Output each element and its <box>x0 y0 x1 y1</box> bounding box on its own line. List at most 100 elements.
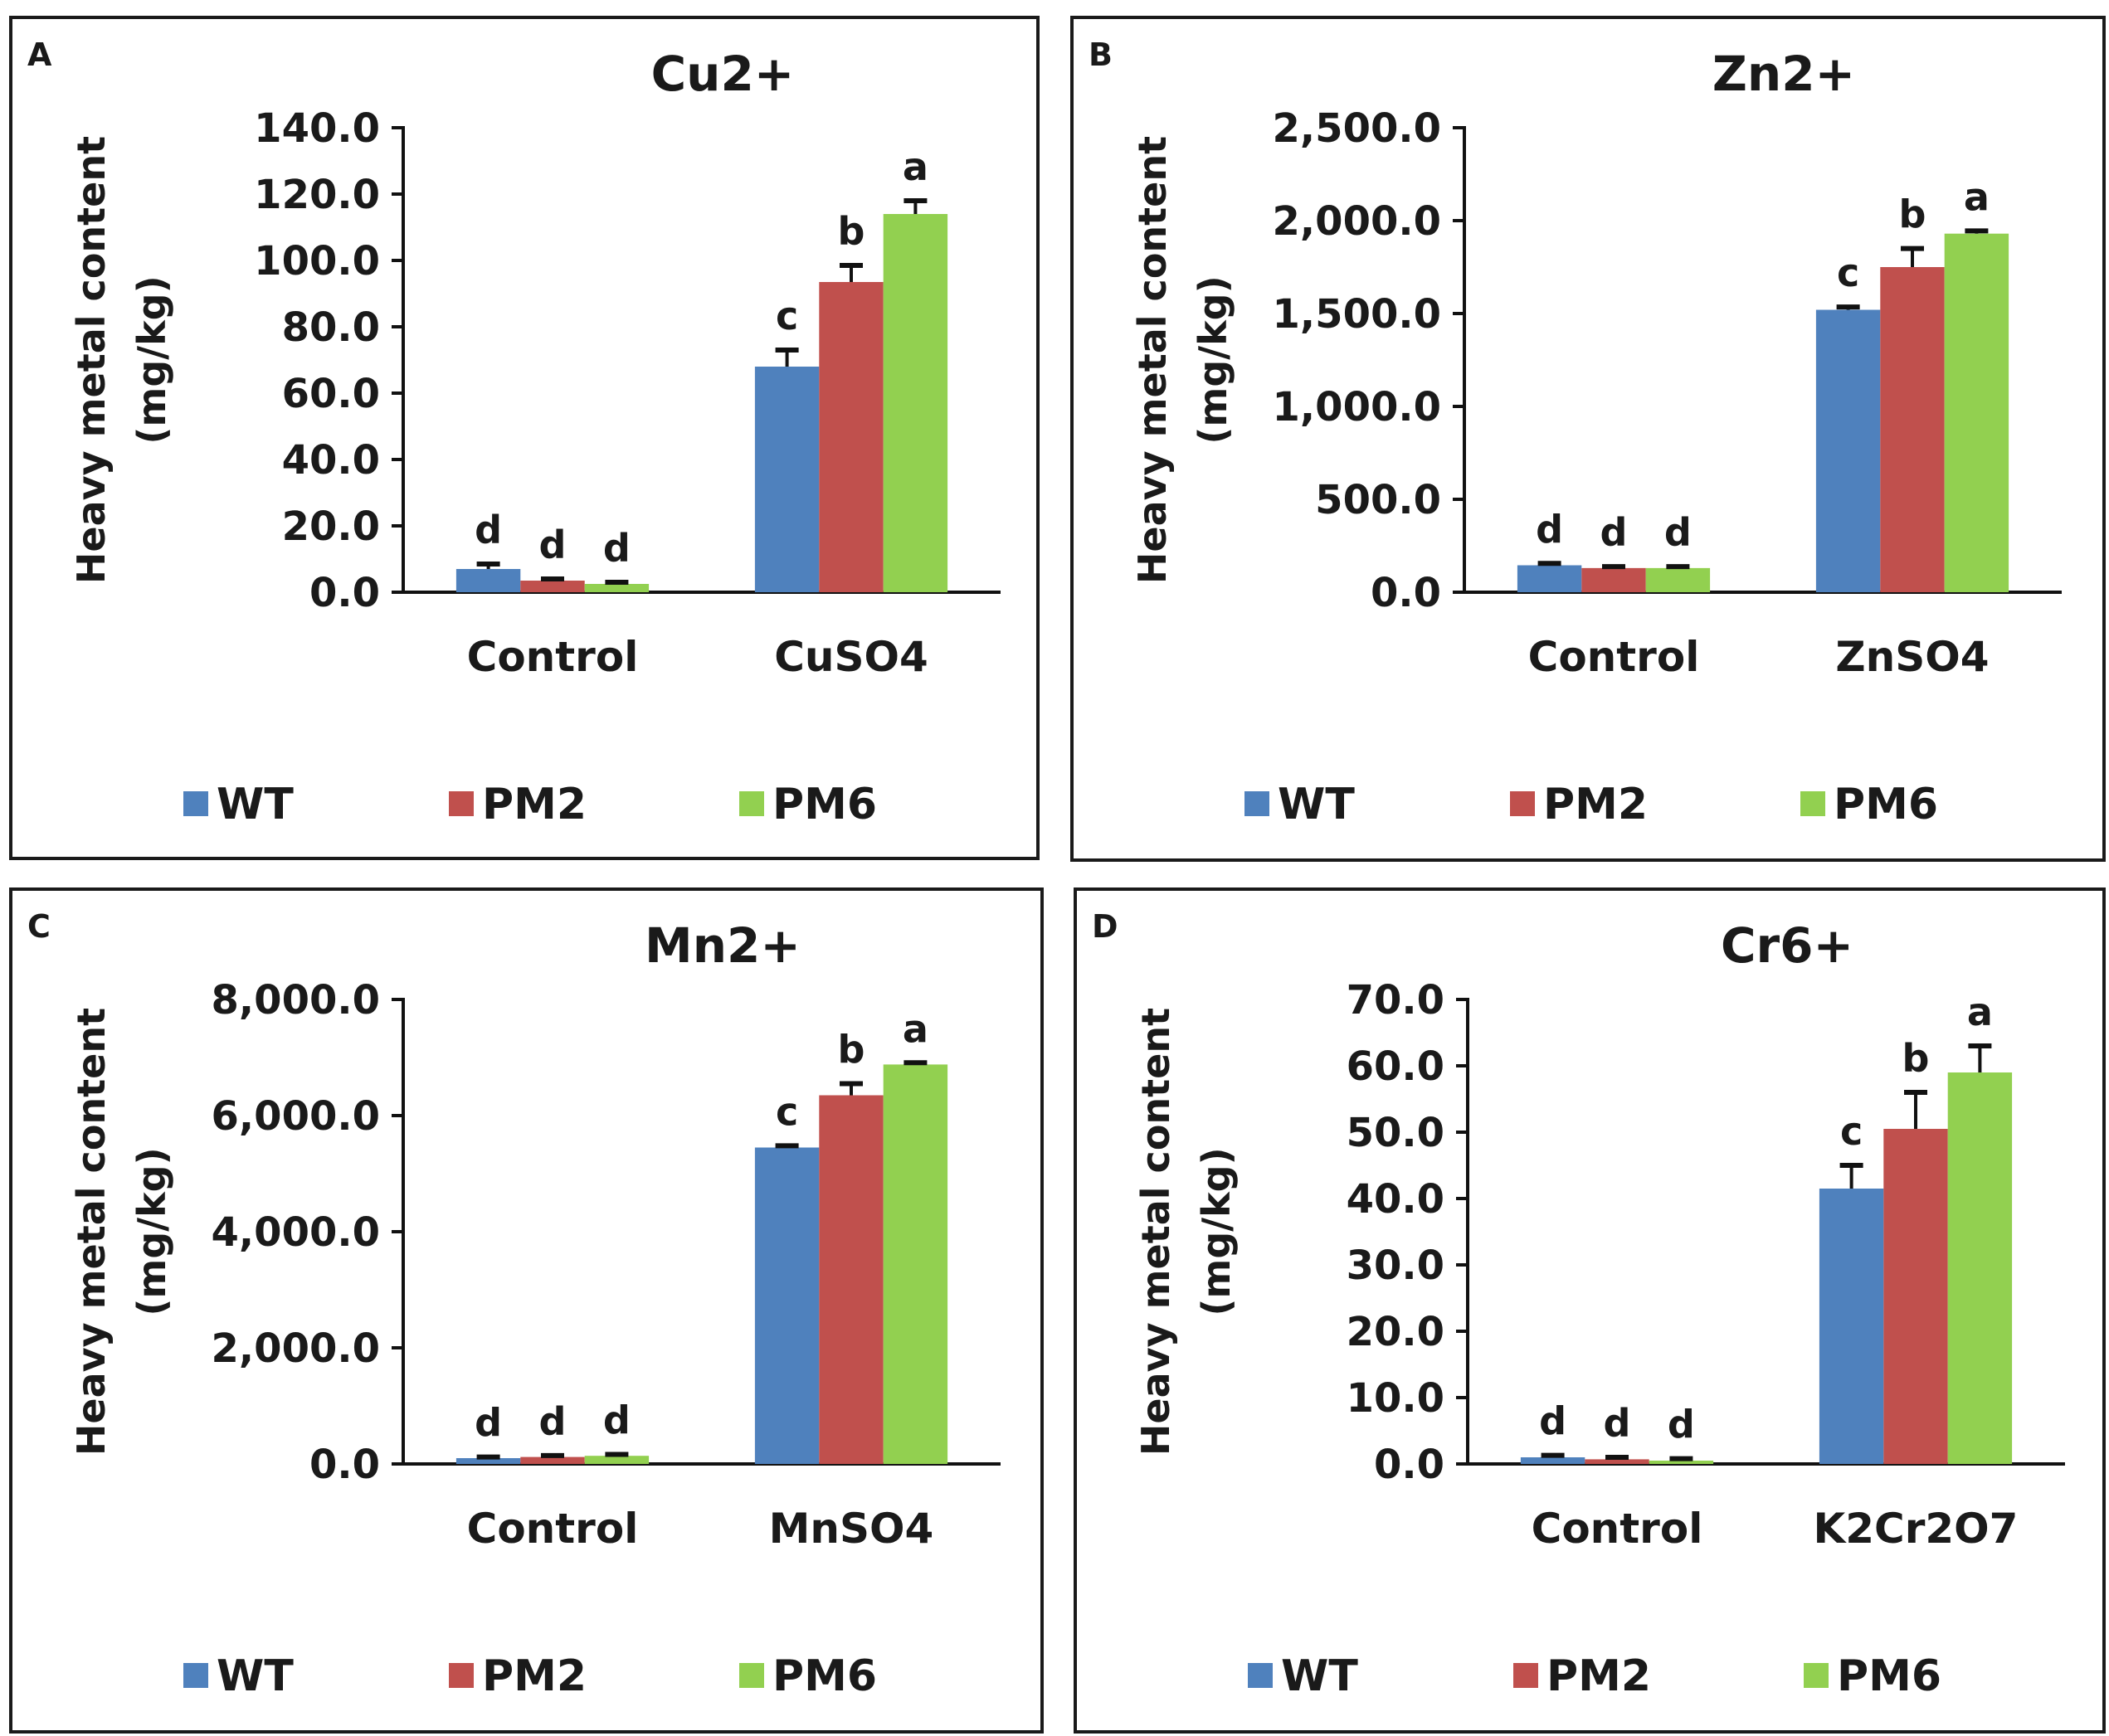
y-tick-label: 8,000.0 <box>212 977 380 1024</box>
significance-letter: b <box>838 1028 865 1072</box>
significance-letter: d <box>539 1399 567 1444</box>
y-tick-label: 2,000.0 <box>212 1325 380 1372</box>
chart-svg: B Zn2+ Heavy metal content (mg/kg) 0.0 500.0 1… <box>1089 36 2062 829</box>
bar-pm6 <box>1947 1072 2013 1464</box>
y-axis-label-units: (mg/kg) <box>1191 275 1235 444</box>
y-tick-label: 60.0 <box>282 371 380 417</box>
legend-label: PM2 <box>482 1651 587 1701</box>
legend-label: WT <box>217 1651 294 1701</box>
bar-wt <box>754 1147 820 1464</box>
legend-swatch-pm2 <box>449 791 474 816</box>
legend-label: WT <box>1281 1651 1358 1701</box>
legend-label: PM2 <box>1546 1651 1651 1701</box>
chart-svg: A Cu2+ Heavy metal content (mg/kg) 0.0 20.0 40… <box>27 36 1001 829</box>
chart-svg: D Cr6+ Heavy metal content (mg/kg) 0.0 10.0 20… <box>1092 908 2065 1701</box>
panel-letter: D <box>1092 908 1118 945</box>
y-tick-label: 100.0 <box>254 238 380 284</box>
bar-pm6 <box>584 1456 650 1464</box>
bar-pm6 <box>883 1064 948 1464</box>
y-tick-label: 20.0 <box>282 503 380 550</box>
significance-letter: d <box>475 1401 502 1446</box>
significance-letter: a <box>1964 174 1990 219</box>
panel-letter: A <box>27 36 52 73</box>
y-tick-label: 70.0 <box>1347 977 1444 1024</box>
x-tick-label: Control <box>467 1505 639 1553</box>
significance-letter: d <box>1600 510 1628 555</box>
y-axis-label-units: (mg/kg) <box>129 1147 174 1315</box>
legend-label: WT <box>217 780 294 829</box>
y-tick-label: 30.0 <box>1347 1242 1444 1289</box>
y-tick-label: 0.0 <box>309 1442 380 1488</box>
significance-letter: a <box>903 1006 928 1051</box>
significance-letter: a <box>1967 990 1993 1034</box>
legend-swatch-pm2 <box>449 1663 474 1688</box>
y-axis-label-units: (mg/kg) <box>1194 1147 1239 1315</box>
panel-a: A Cu2+ Heavy metal content (mg/kg) 0.0 20.0 40… <box>9 16 1040 860</box>
x-tick-label: Control <box>1532 1505 1703 1553</box>
bar-pm6 <box>1944 233 2009 592</box>
significance-letter: d <box>539 523 567 567</box>
x-tick-label: ZnSO4 <box>1835 633 1989 681</box>
legend-swatch-pm6 <box>1804 1663 1829 1688</box>
x-tick-label: CuSO4 <box>774 633 928 681</box>
legend-swatch-pm2 <box>1510 791 1535 816</box>
legend-swatch-pm6 <box>1800 791 1825 816</box>
significance-letter: d <box>1664 510 1692 555</box>
bar-wt <box>1517 565 1582 592</box>
bar-wt <box>754 367 820 592</box>
legend-swatch-pm6 <box>739 791 764 816</box>
bar-pm2 <box>1883 1129 1948 1464</box>
panel-letter: B <box>1089 36 1113 73</box>
y-tick-label: 80.0 <box>282 304 380 351</box>
bar-pm2 <box>819 1095 884 1464</box>
bar-pm6 <box>1645 567 1711 592</box>
x-tick-label: Control <box>467 633 639 681</box>
bar-wt <box>455 1458 521 1464</box>
bar-pm6 <box>883 214 948 592</box>
y-tick-label: 40.0 <box>1347 1176 1444 1223</box>
bar-wt <box>1815 309 1881 592</box>
bar-wt <box>1819 1189 1884 1464</box>
bar-pm2 <box>1880 267 1945 592</box>
significance-letter: b <box>1899 192 1926 237</box>
y-tick-label: 500.0 <box>1315 477 1441 523</box>
panel-d: D Cr6+ Heavy metal content (mg/kg) 0.0 10.0 20… <box>1074 887 2106 1734</box>
y-tick-label: 6,000.0 <box>212 1093 380 1140</box>
y-axis-label-units: (mg/kg) <box>129 275 174 444</box>
significance-letter: d <box>603 1398 631 1442</box>
significance-letter: d <box>1668 1403 1695 1447</box>
x-tick-label: K2Cr2O7 <box>1814 1505 2019 1553</box>
y-tick-label: 120.0 <box>254 172 380 218</box>
significance-letter: d <box>603 526 631 571</box>
significance-letter: d <box>1536 507 1563 552</box>
significance-letter: c <box>776 1089 798 1134</box>
significance-letter: b <box>1902 1036 1930 1081</box>
panel-c: C Mn2+ Heavy metal content (mg/kg) 0.0 2,000.… <box>9 887 1044 1734</box>
significance-letter: d <box>1539 1399 1566 1444</box>
y-axis-label: Heavy metal content <box>69 136 114 584</box>
legend-swatch-wt <box>1244 791 1269 816</box>
significance-letter: b <box>838 209 865 254</box>
x-tick-label: Control <box>1528 633 1700 681</box>
significance-letter: c <box>776 294 798 338</box>
legend-label: PM6 <box>1837 1651 1941 1701</box>
legend-label: PM6 <box>772 780 877 829</box>
significance-letter: d <box>1604 1401 1631 1446</box>
bar-pm2 <box>819 282 884 592</box>
y-tick-label: 0.0 <box>309 570 380 616</box>
chart-title: Cu2+ <box>651 46 795 102</box>
y-tick-label: 1,000.0 <box>1273 384 1441 430</box>
legend-label: WT <box>1278 780 1355 829</box>
legend-swatch-wt <box>183 1663 208 1688</box>
chart-svg: C Mn2+ Heavy metal content (mg/kg) 0.0 2,000.… <box>27 908 1001 1701</box>
chart-title: Mn2+ <box>645 917 801 974</box>
legend-swatch-pm2 <box>1513 1663 1538 1688</box>
y-tick-label: 50.0 <box>1347 1110 1444 1156</box>
legend-label: PM2 <box>1543 780 1648 829</box>
y-tick-label: 40.0 <box>282 437 380 484</box>
bar-pm6 <box>584 584 650 592</box>
y-tick-label: 0.0 <box>1374 1442 1444 1488</box>
panel-b: B Zn2+ Heavy metal content (mg/kg) 0.0 500.0 1… <box>1070 16 2106 862</box>
legend-label: PM6 <box>772 1651 877 1701</box>
panel-letter: C <box>27 908 51 945</box>
